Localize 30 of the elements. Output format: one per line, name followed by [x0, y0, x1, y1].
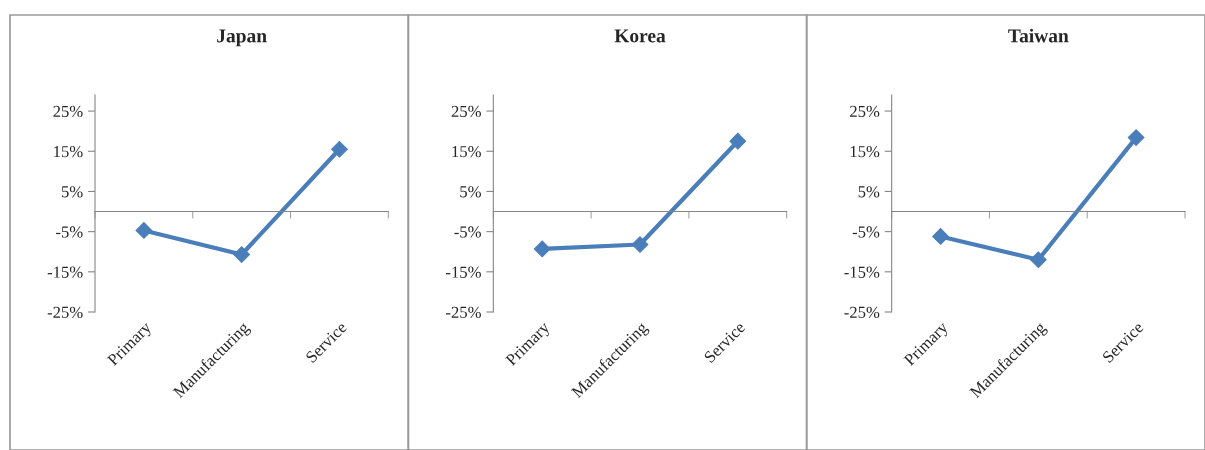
y-tick-label: -25%: [47, 306, 83, 318]
chart-title: Taiwan: [1008, 28, 1069, 43]
point: [533, 240, 551, 258]
point: [1127, 129, 1145, 146]
y-tick-label: 25%: [451, 105, 481, 118]
point: [331, 140, 348, 158]
y-tick-label: -5%: [56, 226, 83, 238]
point: [729, 132, 747, 150]
y-tick-label: -5%: [852, 226, 880, 238]
y-tick-label: 15%: [54, 145, 83, 158]
y-tick-label: 15%: [850, 145, 880, 158]
y-tick-label: -25%: [844, 306, 880, 318]
chart-title: Japan: [217, 29, 267, 47]
y-tick-label: 5%: [61, 186, 83, 198]
y-tick-label: -15%: [446, 266, 481, 278]
y-tick-label: -5%: [454, 226, 481, 238]
y-tick-label: -15%: [844, 266, 880, 278]
y-tick-label: 25%: [53, 105, 83, 118]
y-tick-label: 25%: [850, 105, 880, 118]
y-tick-label: -25%: [446, 306, 481, 318]
point: [233, 246, 251, 263]
point: [135, 222, 153, 239]
y-tick-label: 5%: [460, 186, 481, 198]
chart-title: Korea: [614, 29, 666, 43]
point: [631, 236, 649, 253]
point: [1029, 251, 1047, 269]
y-tick-label: -15%: [47, 266, 83, 278]
point: [932, 228, 949, 245]
y-tick-label: 5%: [858, 186, 880, 198]
y-tick-label: 15%: [452, 145, 481, 158]
